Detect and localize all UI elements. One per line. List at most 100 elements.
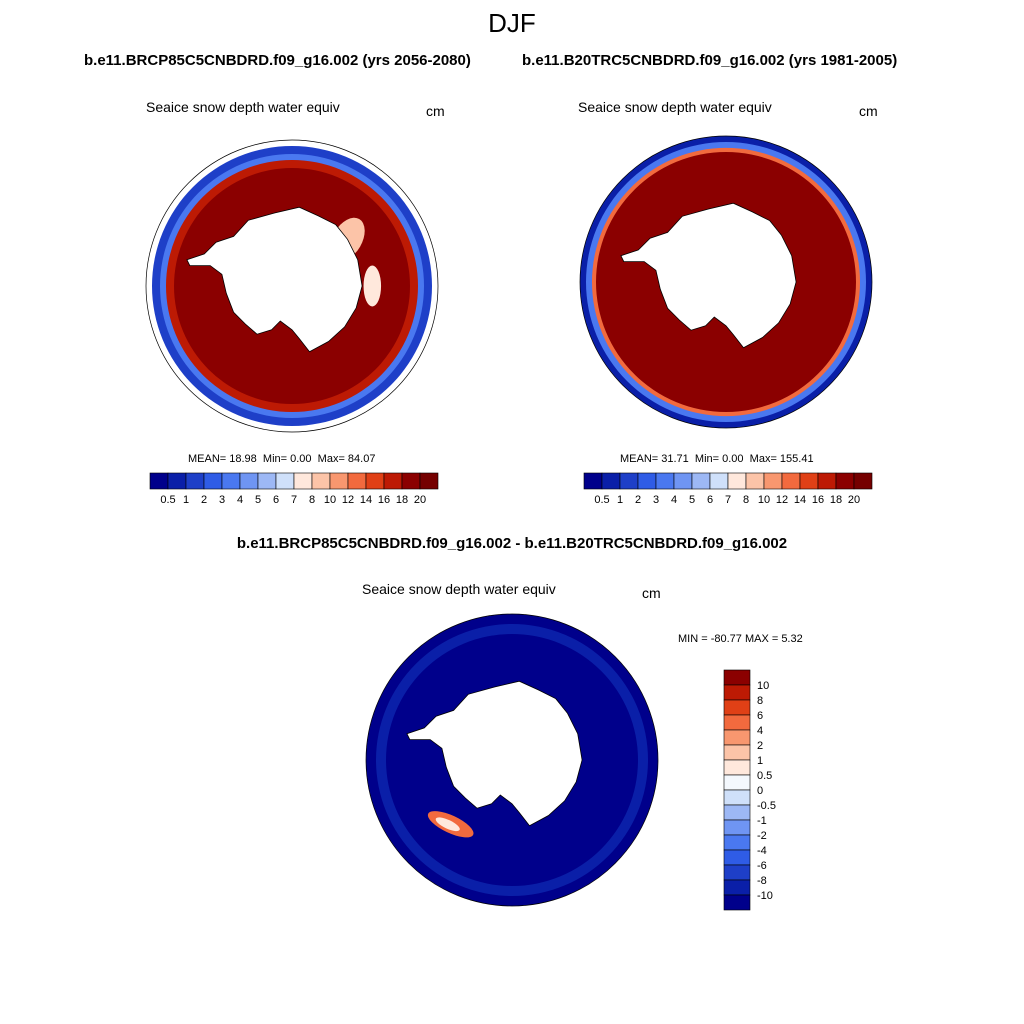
cb1-tick-label: 12 — [342, 494, 354, 506]
case2-title: b.e11.B20TRC5CNBDRD.f09_g16.002 (yrs 198… — [522, 52, 898, 69]
cb3-tick-label: 2 — [757, 740, 763, 752]
cb1-tick-label: 3 — [219, 494, 225, 506]
cb2-tick-label: 20 — [848, 494, 860, 506]
colorbar-case1: 0.5 1 2 3 4 5 6 7 8 10 12 14 16 18 20 — [149, 472, 439, 506]
cb2-swatch — [781, 472, 801, 490]
cb3-swatch — [723, 729, 751, 746]
colorbar-difference: 10 8 6 4 2 1 0.5 0 -0.5 -1 -2 -4 -6 -8 -10 — [723, 669, 776, 911]
cb3-tick-label: 0 — [757, 785, 763, 797]
cb3-swatch — [723, 789, 751, 806]
panel2-mean: MEAN= 31.71 — [620, 453, 689, 465]
cb1-tick-label: 2 — [201, 494, 207, 506]
cb2-tick-label: 3 — [653, 494, 659, 506]
cb1-swatch — [185, 472, 205, 490]
panel2-units: cm — [859, 103, 878, 119]
cb1-tick-label: 7 — [291, 494, 297, 506]
cb3-swatch — [723, 849, 751, 866]
colorbar-case2: 0.5 1 2 3 4 5 6 7 8 10 12 14 16 18 20 — [583, 472, 873, 506]
map2-field — [580, 136, 872, 428]
map2-ice-band-3 — [596, 152, 856, 412]
cb3-tick-label: 4 — [757, 725, 763, 737]
cb2-tick-label: 14 — [794, 494, 806, 506]
cb3-swatch — [723, 819, 751, 836]
cb1-tick-label: 20 — [414, 494, 426, 506]
cb1-swatch — [239, 472, 259, 490]
cb1-tick-label: 1 — [183, 494, 189, 506]
map1-anomaly-0 — [330, 217, 365, 261]
cb2-swatch — [727, 472, 747, 490]
cb2-swatch — [763, 472, 783, 490]
cb3-swatch — [723, 669, 751, 686]
map1-ice-band-3 — [174, 168, 410, 404]
map3-map-border — [365, 613, 659, 907]
cb2-swatch — [619, 472, 639, 490]
cb3-swatch — [723, 714, 751, 731]
figure-season-title: DJF — [488, 8, 536, 38]
cb2-tick-label: 7 — [725, 494, 731, 506]
map2-antarctica-outline — [620, 202, 797, 349]
cb1-tick-label: 8 — [309, 494, 315, 506]
cb1-swatch — [149, 472, 169, 490]
cb2-tick-label: 2 — [635, 494, 641, 506]
panel1-variable-title: Seaice snow depth water equiv — [146, 99, 340, 115]
map3-field — [366, 614, 658, 906]
panel1-max: Max= 84.07 — [317, 453, 376, 465]
cb2-tick-label: 6 — [707, 494, 713, 506]
cb2-swatch — [601, 472, 621, 490]
cb3-tick-label: 1 — [757, 755, 763, 767]
cb3-swatch — [723, 834, 751, 851]
cb2-tick-label: 5 — [689, 494, 695, 506]
cb1-tick-label: 4 — [237, 494, 243, 506]
panel1-units: cm — [426, 103, 445, 119]
cb3-tick-label: -8 — [757, 875, 767, 887]
cb2-swatch — [583, 472, 603, 490]
cb3-swatch — [723, 699, 751, 716]
panel1-mean: MEAN= 18.98 — [188, 453, 257, 465]
map3-ice-band-1 — [376, 624, 648, 896]
cb1-tick-label: 10 — [324, 494, 336, 506]
cb1-tick-label: 18 — [396, 494, 408, 506]
panel2-variable-title: Seaice snow depth water equiv — [578, 99, 772, 115]
map1-map-border — [145, 139, 439, 433]
cb3-tick-label: -10 — [757, 890, 773, 902]
cb2-swatch — [799, 472, 819, 490]
cb2-tick-label: 18 — [830, 494, 842, 506]
cb1-tick-label: 14 — [360, 494, 372, 506]
cb3-swatch — [723, 864, 751, 881]
cb1-swatch — [401, 472, 421, 490]
cb3-tick-label: 6 — [757, 710, 763, 722]
cb2-tick-label: 10 — [758, 494, 770, 506]
map2-ice-band-1 — [586, 142, 866, 422]
cb2-swatch — [655, 472, 675, 490]
cb3-swatch — [723, 894, 751, 911]
map1-ice-band-1 — [160, 154, 424, 418]
cb2-swatch — [637, 472, 657, 490]
map1-anomaly-1 — [363, 265, 382, 307]
map-panel-case1 — [145, 139, 439, 433]
cb2-swatch — [853, 472, 873, 490]
cb2-tick-label: 4 — [671, 494, 677, 506]
cb1-swatch — [203, 472, 223, 490]
cb2-tick-label: 8 — [743, 494, 749, 506]
cb1-tick-label: 0.5 — [160, 494, 175, 506]
cb3-tick-label: -2 — [757, 830, 767, 842]
cb3-tick-label: -1 — [757, 815, 767, 827]
cb3-tick-label: 0.5 — [757, 770, 772, 782]
map1-ice-band-2 — [166, 160, 418, 412]
map3-ice-band-0 — [366, 614, 658, 906]
cb1-swatch — [383, 472, 403, 490]
cb2-tick-label: 16 — [812, 494, 824, 506]
cb3-swatch — [723, 804, 751, 821]
cb1-swatch — [329, 472, 349, 490]
cb1-swatch — [275, 472, 295, 490]
panel1-min: Min= 0.00 — [262, 453, 312, 465]
cb2-swatch — [835, 472, 855, 490]
panel3-stats: MIN = -80.77 MAX = 5.32 — [678, 633, 803, 645]
cb1-swatch — [311, 472, 331, 490]
panel1-stats: MEAN= 18.98 Min= 0.00 Max= 84.07 — [188, 453, 375, 465]
cb3-swatch — [723, 744, 751, 761]
cb3-tick-label: 10 — [757, 680, 769, 692]
cb2-swatch — [745, 472, 765, 490]
map3-anomaly-1 — [435, 817, 460, 832]
